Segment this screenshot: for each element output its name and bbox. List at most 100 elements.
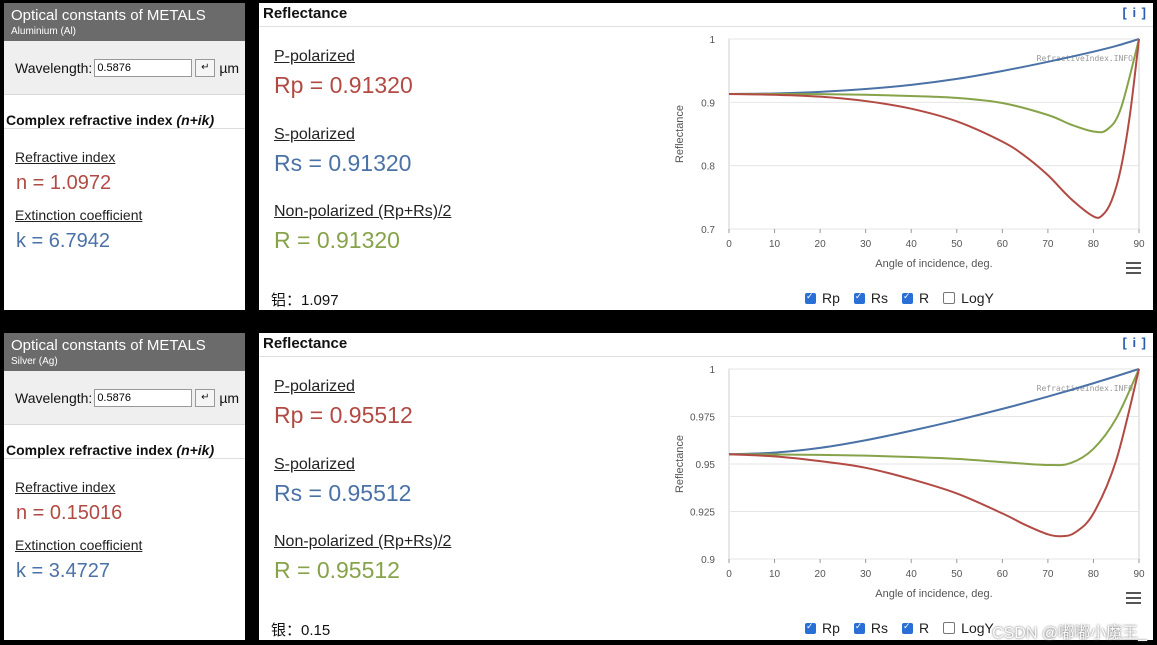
checkbox-checked-icon[interactable] <box>853 621 865 634</box>
x-tick-label: 50 <box>951 239 963 250</box>
panel-0: Optical constants of METALS Aluminium (A… <box>0 0 1157 313</box>
y-axis-label: Reflectance <box>674 105 686 163</box>
extinction-coefficient-link[interactable]: Extinction coefficient <box>15 537 143 553</box>
legend-label: LogY <box>961 290 994 306</box>
enter-button[interactable]: ↵ <box>195 58 216 77</box>
y-tick-label: 1 <box>709 365 715 376</box>
chart-watermark: RefractiveIndex.INFO <box>1037 54 1134 63</box>
panel-header: Optical constants of METALS Aluminium (A… <box>4 3 245 41</box>
y-tick-label: 1 <box>709 35 715 46</box>
series-line-r <box>728 368 1140 467</box>
series-line-rs <box>728 368 1140 456</box>
non-polarized-block: Non-polarized (Rp+Rs)/2 R = 0.95512 <box>274 533 451 584</box>
x-tick-label: 60 <box>997 239 1009 250</box>
legend-r[interactable]: R <box>902 620 929 636</box>
legend-logy[interactable]: LogY <box>943 290 994 306</box>
r-value: R = 0.95512 <box>274 557 400 583</box>
checkbox-checked-icon[interactable] <box>902 621 914 634</box>
refractive-index-link[interactable]: Refractive index <box>15 149 116 165</box>
non-polarized-link[interactable]: Non-polarized (Rp+Rs)/2 <box>274 533 452 550</box>
x-tick-label: 0 <box>726 239 732 250</box>
y-tick-label: 0.9 <box>701 98 715 109</box>
checkbox-unchecked-icon[interactable] <box>943 622 956 634</box>
y-tick-label: 0.7 <box>701 225 715 236</box>
legend-rp[interactable]: Rp <box>805 620 840 636</box>
csdn-watermark: CSDN @嘟嘟小魔王_ <box>992 625 1147 642</box>
x-tick-label: 20 <box>815 569 827 580</box>
legend-logy[interactable]: LogY <box>943 620 994 636</box>
x-tick-label: 70 <box>1042 239 1054 250</box>
non-polarized-link[interactable]: Non-polarized (Rp+Rs)/2 <box>274 203 452 220</box>
series-line-r <box>728 38 1140 134</box>
wavelength-input[interactable] <box>94 388 193 407</box>
rs-value: Rs = 0.95512 <box>274 480 412 506</box>
p-polarized-link[interactable]: P-polarized <box>274 378 355 395</box>
section-title-expr: (n+ik) <box>176 112 215 128</box>
checkbox-checked-icon[interactable] <box>853 291 865 304</box>
section-title-expr: (n+ik) <box>176 442 215 458</box>
wavelength-input[interactable] <box>94 58 193 77</box>
chart-menu-icon[interactable] <box>1126 589 1141 607</box>
refractive-index-link[interactable]: Refractive index <box>15 479 116 495</box>
wavelength-unit: µm <box>219 59 240 76</box>
series-line-rp <box>728 38 1140 219</box>
legend-label: LogY <box>961 620 994 636</box>
x-tick-label: 90 <box>1133 239 1145 250</box>
optical-constants-panel: Optical constants of METALS Aluminium (A… <box>4 3 245 310</box>
rp-value: Rp = 0.95512 <box>274 402 413 428</box>
material-name: Aluminium (Al) <box>11 26 77 37</box>
chart-menu-icon[interactable] <box>1126 259 1141 277</box>
panel-header: Optical constants of METALS Silver (Ag) <box>4 333 245 371</box>
legend-rs[interactable]: Rs <box>853 290 889 306</box>
p-polarized-link[interactable]: P-polarized <box>274 48 355 65</box>
y-tick-label: 0.8 <box>701 162 715 173</box>
wavelength-label: Wavelength: <box>15 59 93 76</box>
n-value: n = 0.15016 <box>16 502 123 524</box>
x-tick-label: 20 <box>815 239 827 250</box>
x-axis-label: Angle of incidence, deg. <box>875 258 992 270</box>
section-title-text: Complex refractive index <box>6 442 173 458</box>
wavelength-label: Wavelength: <box>15 389 93 406</box>
rs-value: Rs = 0.91320 <box>274 150 412 176</box>
info-button[interactable]: [ i ] <box>1122 335 1147 350</box>
n-value: n = 1.0972 <box>16 172 112 194</box>
note-text: 铝：1.097 <box>271 292 339 309</box>
s-polarized-block: S-polarized Rs = 0.91320 <box>274 126 411 177</box>
legend-label: Rs <box>870 620 889 636</box>
checkbox-checked-icon[interactable] <box>902 291 914 304</box>
series-line-rp <box>728 368 1140 538</box>
checkbox-checked-icon[interactable] <box>805 291 816 304</box>
reflectance-title: Reflectance <box>259 333 1153 357</box>
chart-legend: Rp Rs R LogY <box>805 290 1008 306</box>
legend-label: Rs <box>870 290 889 306</box>
enter-button[interactable]: ↵ <box>195 388 216 407</box>
x-tick-label: 10 <box>769 569 781 580</box>
chart-watermark: RefractiveIndex.INFO <box>1037 384 1134 393</box>
legend-r[interactable]: R <box>902 290 929 306</box>
y-tick-label: 0.925 <box>690 508 715 519</box>
legend-label: R <box>919 290 930 306</box>
p-polarized-block: P-polarized Rp = 0.91320 <box>274 48 413 99</box>
r-value: R = 0.91320 <box>274 227 400 253</box>
x-tick-label: 80 <box>1088 239 1100 250</box>
checkbox-unchecked-icon[interactable] <box>943 292 956 304</box>
series-line-rs <box>728 38 1140 95</box>
x-axis-label: Angle of incidence, deg. <box>875 588 992 600</box>
chart-legend: Rp Rs R LogY <box>805 620 1008 636</box>
x-tick-label: 0 <box>726 569 732 580</box>
optical-constants-panel: Optical constants of METALS Silver (Ag) … <box>4 333 245 640</box>
s-polarized-link[interactable]: S-polarized <box>274 456 355 473</box>
x-tick-label: 30 <box>860 569 872 580</box>
checkbox-checked-icon[interactable] <box>805 621 816 634</box>
legend-rp[interactable]: Rp <box>805 290 840 306</box>
note-text: 银：0.15 <box>271 622 331 639</box>
legend-label: Rp <box>822 620 840 636</box>
panel-1: Optical constants of METALS Silver (Ag) … <box>0 330 1157 643</box>
legend-rs[interactable]: Rs <box>853 620 889 636</box>
extinction-coefficient-link[interactable]: Extinction coefficient <box>15 207 143 223</box>
info-button[interactable]: [ i ] <box>1122 5 1147 20</box>
wavelength-row: Wavelength: ↵ µm <box>4 41 245 95</box>
s-polarized-link[interactable]: S-polarized <box>274 126 355 143</box>
